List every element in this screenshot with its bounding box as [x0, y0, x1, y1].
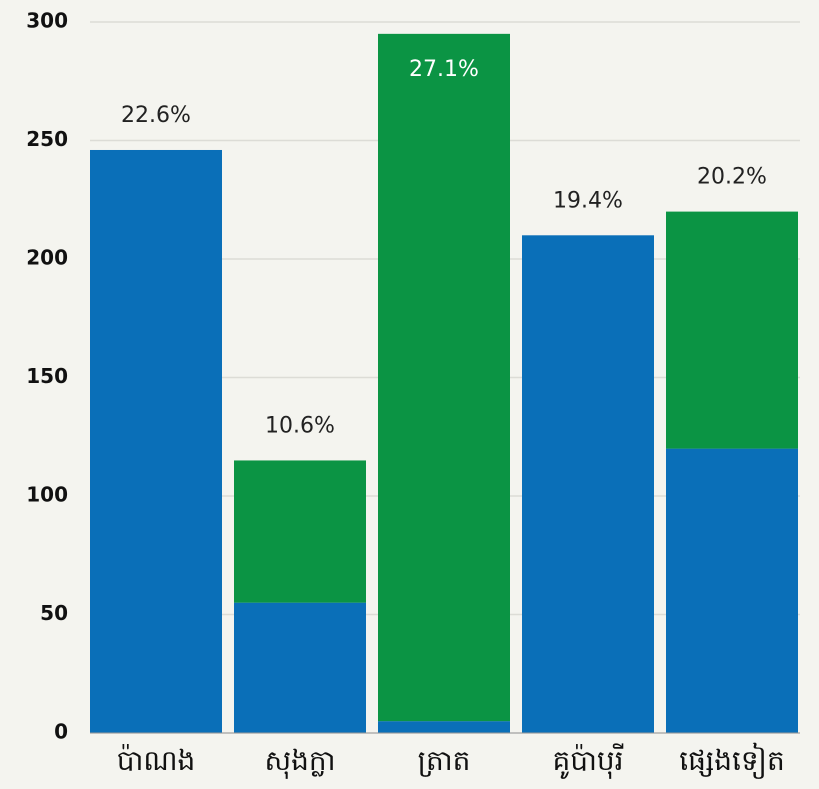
x-tick-label: គូប៉ាបុរី — [552, 743, 623, 779]
y-tick-label: 300 — [26, 9, 68, 33]
bar-segment — [234, 602, 366, 733]
share-label: 10.6% — [265, 413, 335, 438]
share-label: 19.4% — [553, 188, 623, 213]
bar-segment — [666, 448, 798, 733]
x-tick-label: ផ្សេងទៀត — [679, 742, 785, 779]
y-tick-label: 0 — [54, 720, 68, 744]
x-tick-label: សុងក្លា — [264, 744, 335, 779]
bar-segment — [234, 460, 366, 603]
share-label: 20.2% — [697, 165, 767, 190]
y-tick-label: 150 — [26, 364, 68, 388]
bar-segment — [522, 235, 654, 734]
share-label: 22.6% — [121, 103, 191, 128]
bar-segment — [378, 721, 510, 733]
y-tick-label: 250 — [26, 127, 68, 151]
x-tick-label: ត្រាត — [418, 744, 471, 777]
bar-segment — [90, 149, 222, 734]
bar-segment — [378, 33, 510, 722]
y-tick-label: 50 — [40, 601, 68, 625]
share-label: 27.1% — [409, 57, 479, 82]
y-tick-label: 100 — [26, 483, 68, 507]
y-tick-label: 200 — [26, 246, 68, 270]
bar-segment — [666, 211, 798, 449]
x-tick-label: ប៉ាណង — [117, 744, 196, 777]
